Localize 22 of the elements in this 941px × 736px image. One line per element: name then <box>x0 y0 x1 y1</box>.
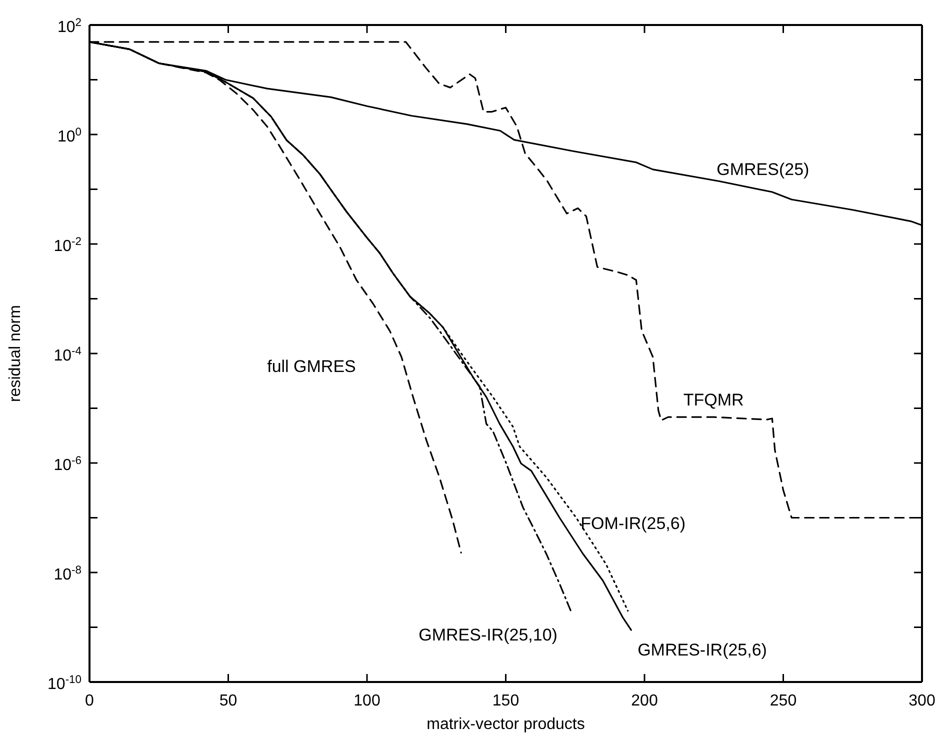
y-tick-label: 10$^{-4}$ <box>54 346 82 365</box>
series-label: TFQMR <box>683 390 744 410</box>
series-label: FOM-IR(25,6) <box>580 514 686 534</box>
x-tick-label: 250 <box>770 692 797 710</box>
text: full GMRES <box>267 357 356 376</box>
y-tick-label: 10$^{-2}$ <box>54 236 82 256</box>
x-tick-label: 50 <box>219 692 238 710</box>
x-tick-label: 300 <box>908 692 936 710</box>
y-tick-label: 10$^{-6}$ <box>54 455 82 474</box>
series-label: GMRES-IR(25,10) <box>418 625 558 644</box>
x-tick-label: 150 <box>492 692 520 710</box>
y-tick-label: 10$^{-10}$ <box>48 674 82 694</box>
x-axis-title: matrix-vector products <box>426 716 585 733</box>
y-tick-label: 10$^{-8}$ <box>54 564 82 584</box>
x-tick-label: 0 <box>85 692 94 710</box>
x-tick-label: 100 <box>354 692 380 710</box>
series-label: GMRES(25) <box>716 160 810 180</box>
y-axis-title: residual norm <box>7 305 24 402</box>
y-tick-label: 10$^{0}$ <box>57 126 82 146</box>
series-label: GMRES-IR(25,6) <box>638 640 767 660</box>
x-tick-label: 200 <box>631 692 658 710</box>
y-tick-label: 10$^{2}$ <box>57 17 82 36</box>
